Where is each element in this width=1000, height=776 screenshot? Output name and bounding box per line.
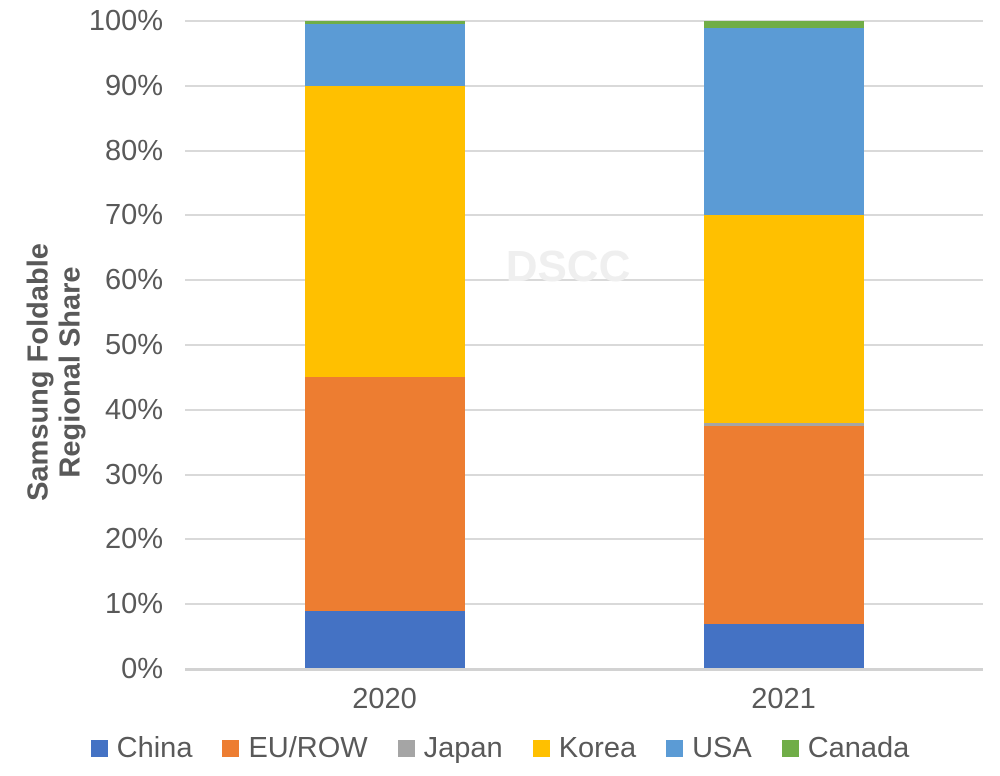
y-tick-label: 40% xyxy=(104,393,163,426)
y-tick-label: 90% xyxy=(104,69,163,102)
bar-segment-2020-eu-row xyxy=(304,377,465,611)
bar-2021 xyxy=(703,21,864,669)
legend-swatch-icon xyxy=(90,740,108,757)
y-tick-label: 60% xyxy=(104,264,163,297)
gridline xyxy=(185,279,983,282)
legend-label: Korea xyxy=(558,732,637,764)
legend-label: EU/ROW xyxy=(248,732,368,764)
gridline xyxy=(185,84,983,87)
bar-segment-2020-china xyxy=(304,610,465,669)
plot-area: DSCC xyxy=(185,20,983,671)
gridline xyxy=(185,408,983,411)
bar-segment-2021-japan xyxy=(703,422,864,427)
y-tick-label: 0% xyxy=(121,653,163,685)
legend-item-china: China xyxy=(90,732,193,764)
bar-2020 xyxy=(304,21,465,669)
y-tick-label: 30% xyxy=(104,458,163,491)
legend-swatch-icon xyxy=(222,740,240,757)
y-tick-label: 10% xyxy=(104,588,163,621)
legend-swatch-icon xyxy=(781,740,799,757)
bar-segment-2021-korea xyxy=(703,215,864,423)
bar-segment-2021-canada xyxy=(703,21,864,28)
legend-label: China xyxy=(116,732,193,764)
legend-item-eu-row: EU/ROW xyxy=(222,732,368,764)
legend-label: USA xyxy=(692,732,752,764)
legend-swatch-icon xyxy=(666,740,684,757)
x-axis-line xyxy=(185,668,983,671)
gridline xyxy=(185,344,983,346)
y-tick-label: 80% xyxy=(104,134,163,167)
legend-item-usa: USA xyxy=(666,734,752,763)
gridline xyxy=(185,214,983,217)
gridline xyxy=(185,538,983,541)
y-tick-label: 50% xyxy=(104,329,163,361)
gridline xyxy=(185,473,983,476)
bar-segment-2020-usa xyxy=(304,24,465,86)
x-tick-label-2021: 2021 xyxy=(751,683,816,715)
legend-label: Japan xyxy=(423,732,503,764)
bar-segment-2021-china xyxy=(703,623,864,669)
gridline xyxy=(185,603,983,606)
y-tick-label: 70% xyxy=(104,199,163,232)
bar-segment-2020-korea xyxy=(304,85,465,378)
legend-swatch-icon xyxy=(397,740,415,757)
legend-item-korea: Korea xyxy=(532,732,637,764)
x-tick-label-2020: 2020 xyxy=(352,683,417,715)
bar-segment-2021-usa xyxy=(703,27,864,216)
y-tick-label: 20% xyxy=(104,523,163,556)
legend-swatch-icon xyxy=(532,740,550,757)
legend-item-japan: Japan xyxy=(397,732,503,764)
bar-segment-2021-eu-row xyxy=(703,426,864,624)
gridline xyxy=(185,20,983,22)
legend-label: Canada xyxy=(807,732,910,764)
legend: China EU/ROW Japan Korea USA Canada xyxy=(0,734,1000,763)
y-tick-label: 100% xyxy=(88,5,163,37)
gridline xyxy=(185,149,983,152)
bar-segment-2020-canada xyxy=(304,21,465,25)
watermark: DSCC xyxy=(505,242,631,291)
legend-item-canada: Canada xyxy=(781,732,910,764)
